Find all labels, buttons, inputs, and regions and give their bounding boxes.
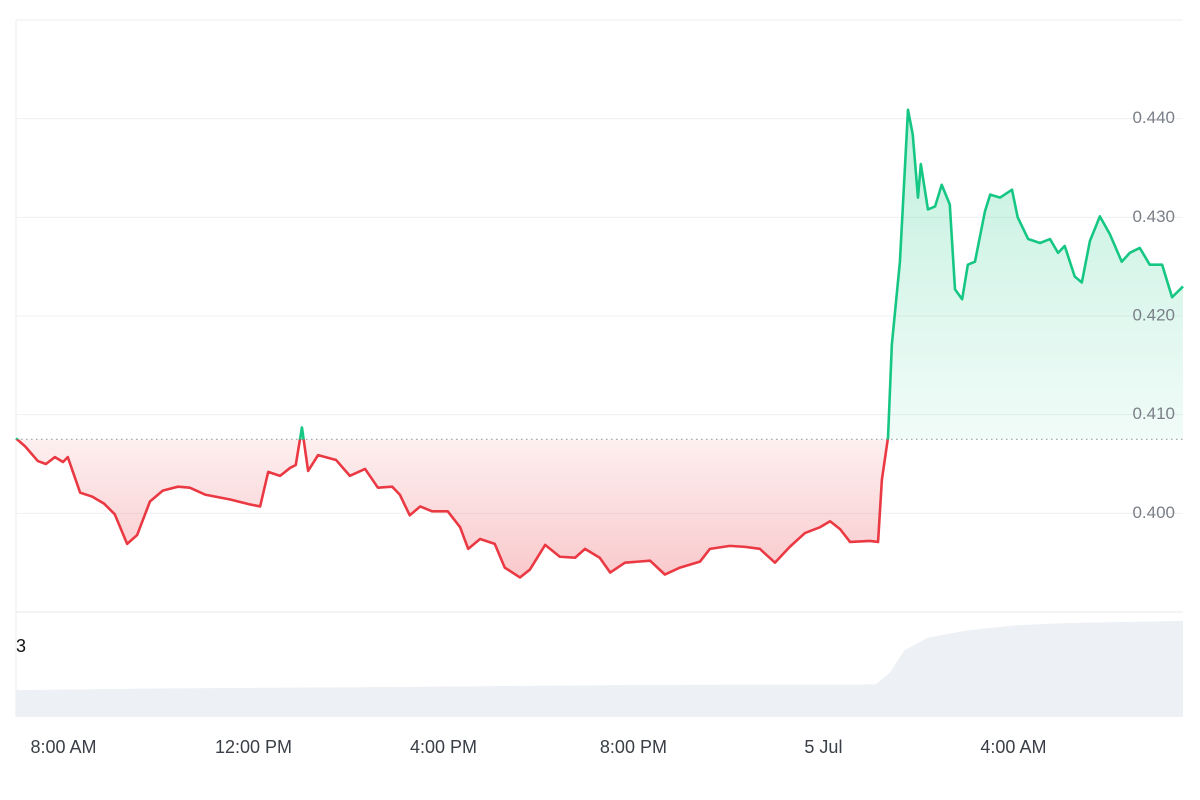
volume-pane — [16, 620, 1183, 717]
volume-tick-label: 3 — [16, 636, 26, 656]
x-tick-label: 4:00 PM — [410, 737, 477, 757]
price-line — [15, 108, 1184, 579]
price-pane — [15, 108, 1184, 579]
y-tick-label: 0.420 — [1132, 305, 1175, 324]
x-tick-label: 5 Jul — [804, 737, 842, 757]
price-area — [16, 109, 1183, 578]
axis-labels: 0.400 0.410 0.420 0.430 0.440 8:00 AM 12:00 PM… — [16, 108, 1175, 757]
y-tick-label: 0.400 — [1132, 503, 1175, 522]
x-tick-label: 4:00 AM — [980, 737, 1046, 757]
y-tick-label: 0.440 — [1132, 108, 1175, 127]
x-tick-label: 12:00 PM — [215, 737, 292, 757]
x-tick-label: 8:00 PM — [600, 737, 667, 757]
y-tick-label: 0.410 — [1132, 404, 1175, 423]
volume-area — [16, 620, 1183, 717]
y-tick-label: 0.430 — [1132, 207, 1175, 226]
x-tick-label: 8:00 AM — [30, 737, 96, 757]
